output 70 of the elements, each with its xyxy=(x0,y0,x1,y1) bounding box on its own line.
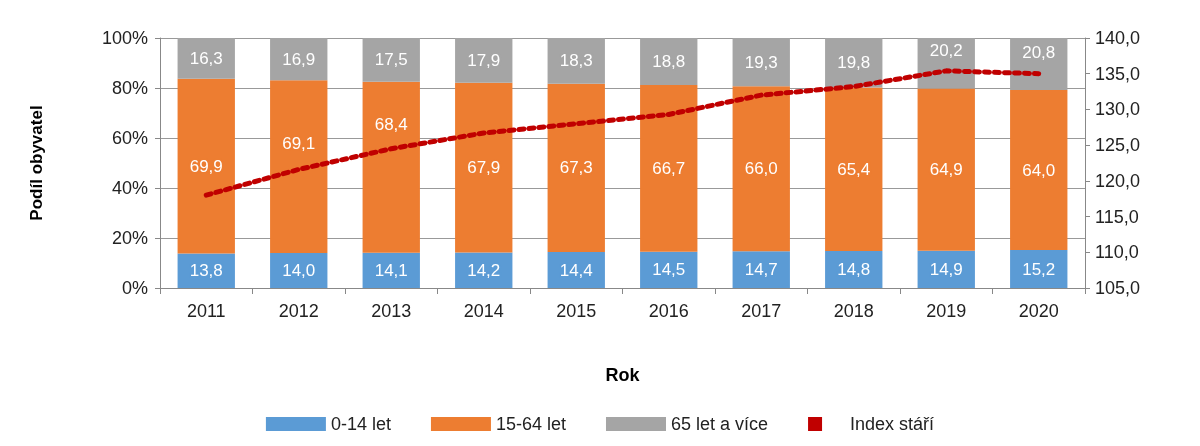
data-label: 18,8 xyxy=(652,52,686,71)
x-tick-label: 2013 xyxy=(371,301,412,321)
x-tick-label: 2020 xyxy=(1018,301,1059,321)
x-axis-title: Rok xyxy=(605,365,641,385)
data-label: 14,8 xyxy=(837,260,871,279)
data-label: 66,7 xyxy=(652,158,686,178)
y-tick-label: 20% xyxy=(111,228,148,248)
y-tick-label: 100% xyxy=(101,28,148,48)
data-label: 14,0 xyxy=(282,261,316,280)
y-tick-label: 80% xyxy=(111,78,148,98)
bar xyxy=(270,80,328,253)
data-label: 65,4 xyxy=(837,159,871,179)
y-tick-label: 40% xyxy=(111,178,148,198)
y2-tick-label: 105,0 xyxy=(1095,278,1141,298)
data-label: 14,4 xyxy=(559,260,593,280)
bar xyxy=(362,81,420,253)
data-label: 17,5 xyxy=(374,50,408,70)
data-label: 19,8 xyxy=(837,53,871,73)
y2-tick-label: 125,0 xyxy=(1095,135,1141,156)
legend-label: 15-64 let xyxy=(495,414,567,434)
bar xyxy=(917,88,975,251)
y2-tick-label: 120,0 xyxy=(1095,170,1141,191)
y2-tick-label: 115,0 xyxy=(1095,206,1139,227)
data-label: 13,8 xyxy=(189,261,223,281)
data-label: 66,0 xyxy=(744,159,778,179)
data-label: 14,7 xyxy=(744,260,778,280)
data-label: 69,9 xyxy=(189,156,223,176)
data-label: 17,9 xyxy=(467,50,501,70)
bar xyxy=(825,87,883,251)
data-label: 20,2 xyxy=(929,40,963,60)
x-tick-label: 2017 xyxy=(741,301,782,321)
data-label: 67,3 xyxy=(559,158,593,178)
data-label: 15,2 xyxy=(1022,259,1056,279)
data-label: 14,2 xyxy=(467,260,501,280)
data-label: 64,0 xyxy=(1022,160,1056,180)
y2-tick-label: 110,0 xyxy=(1095,242,1139,263)
x-tick-label: 2011 xyxy=(186,301,226,321)
data-label: 68,4 xyxy=(374,114,408,134)
legend-label: 0-14 let xyxy=(330,414,391,434)
x-tick-label: 2019 xyxy=(926,301,967,321)
legend-label: Index stáří xyxy=(850,414,935,434)
x-tick-label: 2014 xyxy=(463,301,504,321)
data-label: 69,1 xyxy=(282,134,316,154)
data-label: 16,9 xyxy=(282,49,316,69)
data-label: 19,3 xyxy=(744,52,778,72)
x-tick-label: 2018 xyxy=(833,301,874,321)
y2-tick-label: 135,0 xyxy=(1095,63,1141,84)
data-label: 64,9 xyxy=(929,160,963,180)
y2-tick-label: 140,0 xyxy=(1095,28,1141,48)
data-label: 14,1 xyxy=(374,260,408,280)
data-label: 16,3 xyxy=(189,48,223,68)
data-label: 18,3 xyxy=(559,51,593,71)
bar xyxy=(177,78,235,254)
bar xyxy=(732,86,790,252)
data-label: 14,5 xyxy=(652,260,686,280)
y-tick-label: 0% xyxy=(121,278,148,298)
x-tick-label: 2012 xyxy=(278,301,319,321)
x-tick-label: 2016 xyxy=(648,301,689,321)
x-tick-label: 2015 xyxy=(556,301,597,321)
y-axis-title: Podíl obyvatel xyxy=(27,105,46,221)
bar xyxy=(640,85,698,252)
bar xyxy=(547,83,605,252)
y-tick-label: 60% xyxy=(111,128,148,148)
data-label: 67,9 xyxy=(467,158,501,178)
bar xyxy=(1010,90,1068,250)
data-label: 20,8 xyxy=(1022,43,1056,63)
data-label: 14,9 xyxy=(929,259,963,279)
legend-label: 65 let a více xyxy=(670,414,769,434)
bar xyxy=(455,82,513,253)
y2-tick-label: 130,0 xyxy=(1095,99,1141,120)
